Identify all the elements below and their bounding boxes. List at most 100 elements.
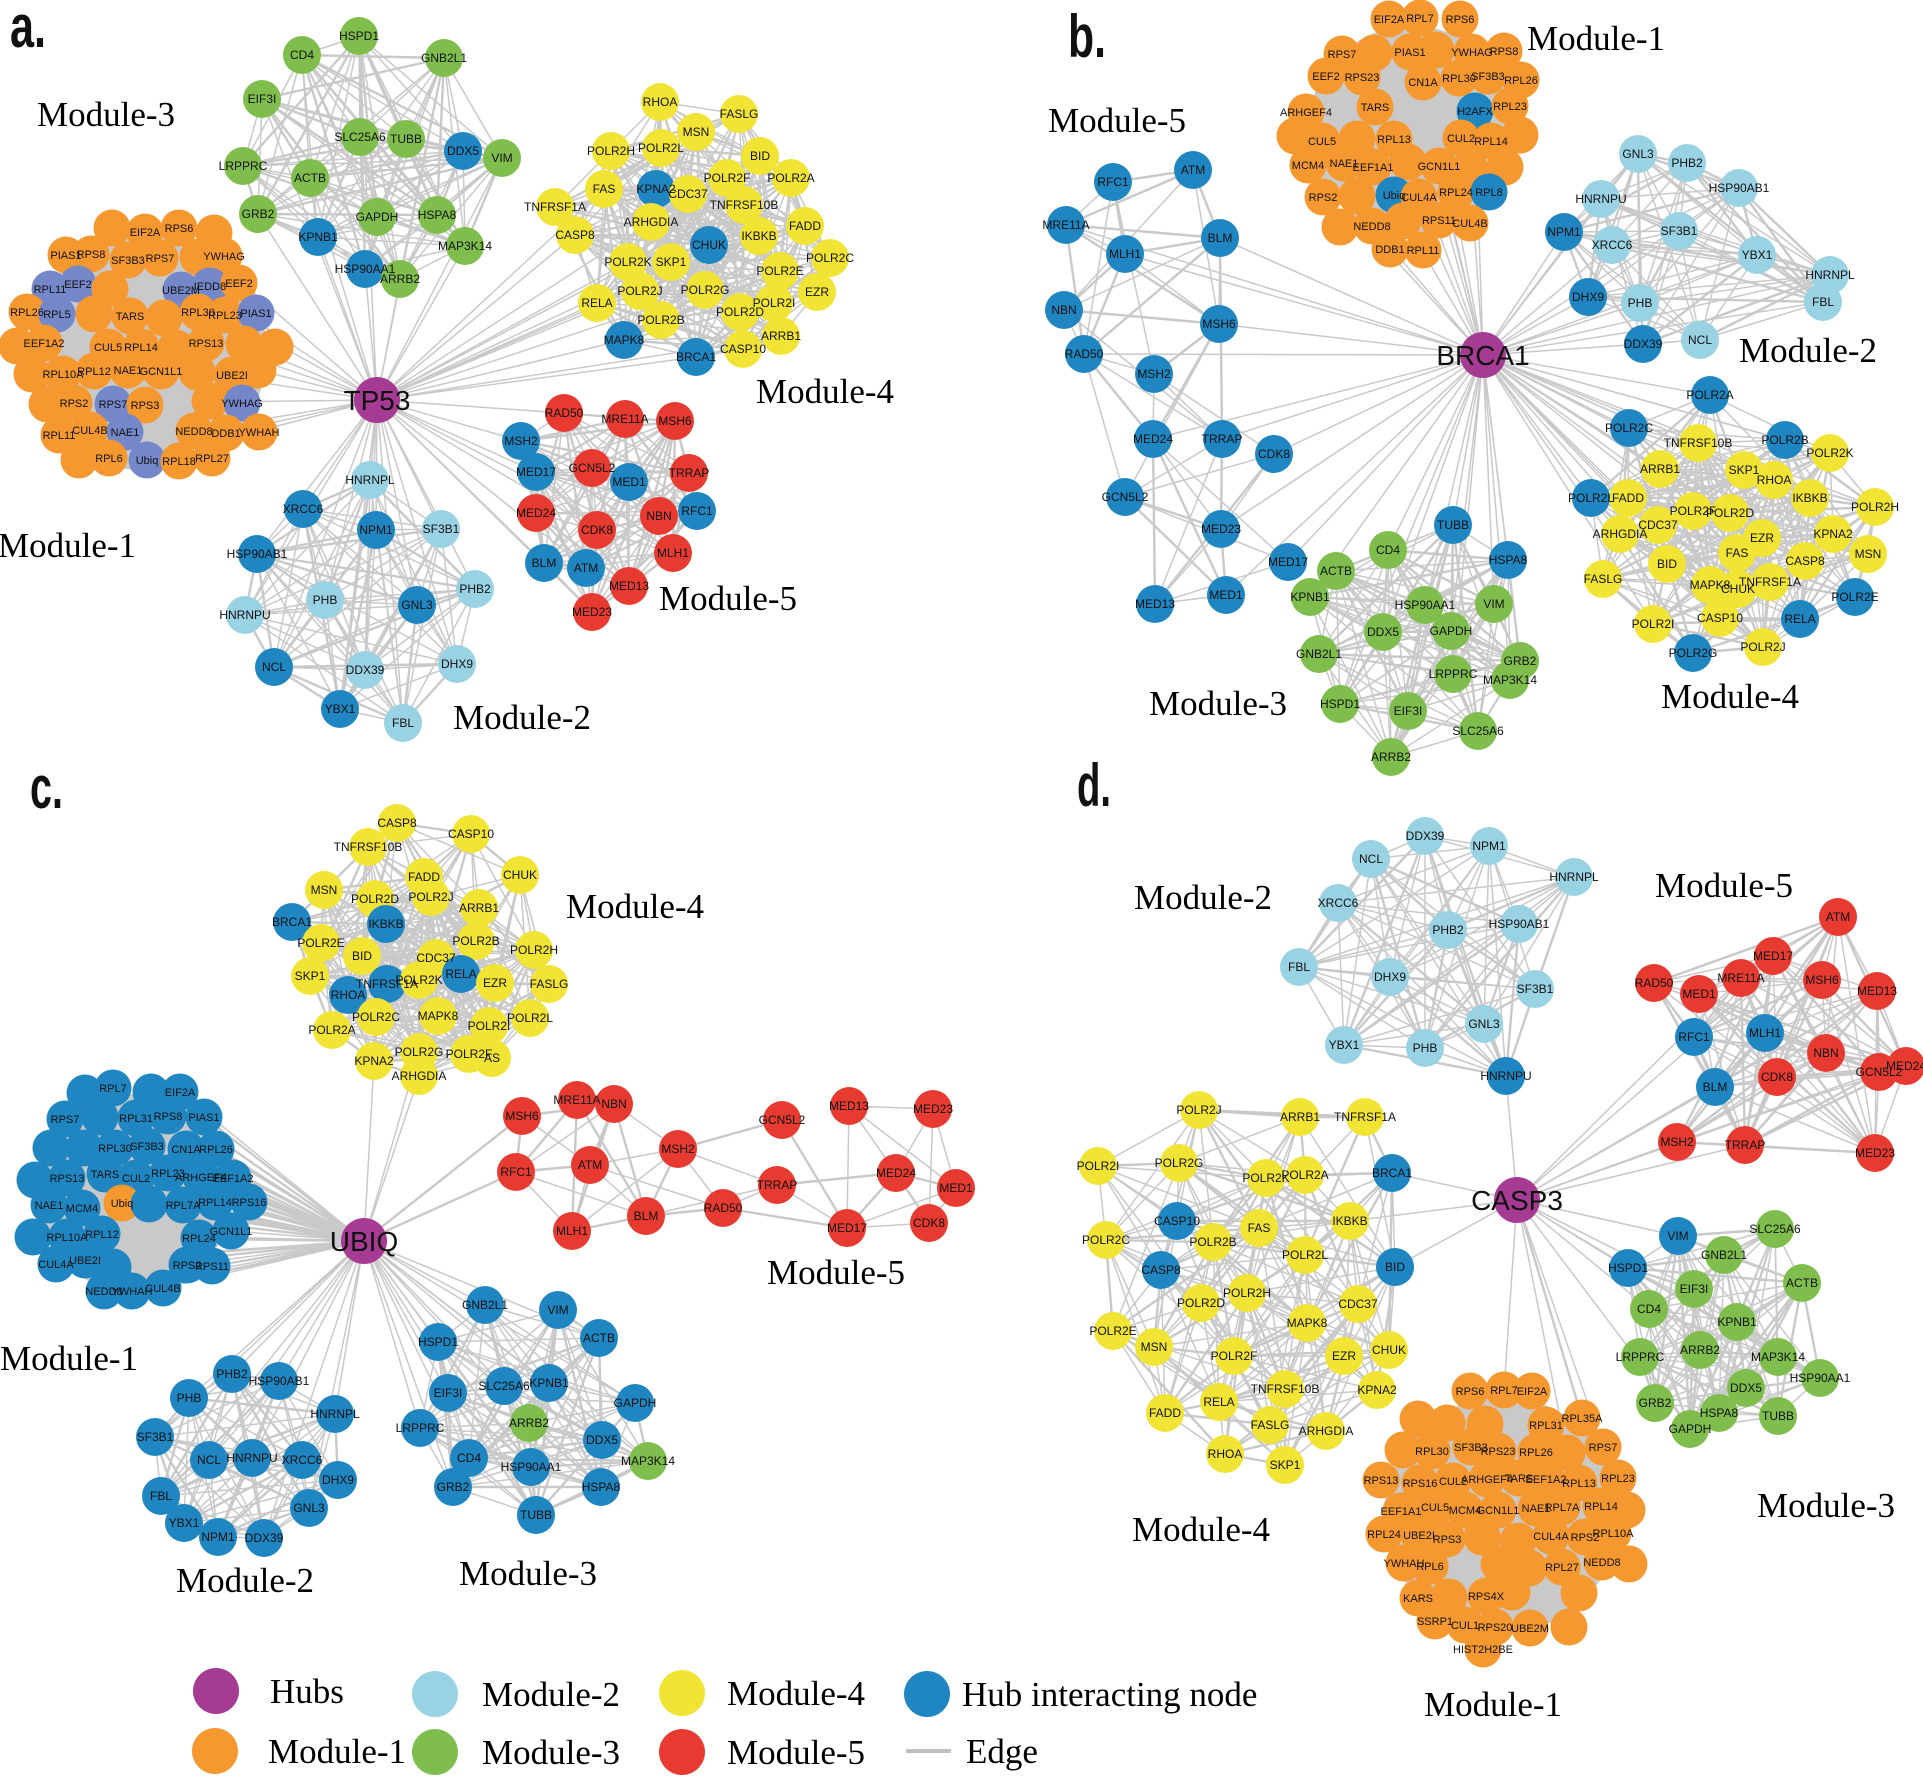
- svg-text:GNB2L1: GNB2L1: [421, 51, 467, 65]
- svg-text:GAPDH: GAPDH: [356, 210, 399, 224]
- svg-text:EIF3I: EIF3I: [1394, 704, 1423, 718]
- svg-text:PHB2: PHB2: [216, 1367, 248, 1381]
- svg-text:RPS13: RPS13: [50, 1173, 85, 1185]
- svg-text:MED13: MED13: [829, 1099, 869, 1113]
- svg-text:b.: b.: [1068, 3, 1106, 70]
- svg-text:MSH2: MSH2: [661, 1142, 695, 1156]
- svg-text:SLC25A6: SLC25A6: [478, 1379, 530, 1393]
- svg-text:LRPPRC: LRPPRC: [1429, 667, 1478, 681]
- svg-text:MED23: MED23: [1855, 1146, 1895, 1160]
- svg-text:MED17: MED17: [1268, 555, 1308, 569]
- svg-text:RPL7A: RPL7A: [1545, 1502, 1581, 1514]
- svg-text:RPL7A: RPL7A: [166, 1200, 202, 1212]
- svg-text:RPL27: RPL27: [1545, 1562, 1579, 1574]
- svg-text:POLR2L: POLR2L: [638, 141, 684, 155]
- svg-text:POLR2B: POLR2B: [452, 934, 499, 948]
- svg-text:CN1A: CN1A: [1408, 77, 1438, 89]
- svg-text:Module-4: Module-4: [566, 887, 704, 926]
- svg-text:HNRNPU: HNRNPU: [1575, 192, 1626, 206]
- svg-text:TNFRSF1A: TNFRSF1A: [1739, 575, 1801, 589]
- svg-text:NEDD8: NEDD8: [1353, 221, 1390, 233]
- svg-text:RPS16: RPS16: [1403, 1478, 1438, 1490]
- svg-text:DDX5: DDX5: [1730, 1381, 1762, 1395]
- svg-text:RPS7: RPS7: [146, 253, 175, 265]
- svg-text:DDB1: DDB1: [211, 428, 240, 440]
- svg-text:MED23: MED23: [1201, 522, 1241, 536]
- svg-text:HNRNPL: HNRNPL: [310, 1407, 360, 1421]
- svg-text:POLR2J: POLR2J: [1176, 1103, 1221, 1117]
- svg-text:POLR2L: POLR2L: [1568, 491, 1614, 505]
- svg-text:CASP10: CASP10: [1154, 1214, 1200, 1228]
- svg-text:ARHGDIA: ARHGDIA: [1593, 527, 1648, 541]
- svg-text:DHX9: DHX9: [441, 657, 473, 671]
- svg-text:POLR2G: POLR2G: [395, 1045, 444, 1059]
- svg-text:EEF2: EEF2: [1312, 71, 1340, 83]
- svg-text:FAS: FAS: [1248, 1221, 1271, 1235]
- svg-text:DDX39: DDX39: [245, 1531, 284, 1545]
- svg-text:KPNB1: KPNB1: [298, 230, 338, 244]
- svg-text:FASLG: FASLG: [720, 107, 759, 121]
- svg-text:EEF1A1: EEF1A1: [1381, 1506, 1422, 1518]
- svg-text:PHB: PHB: [177, 1391, 202, 1405]
- svg-text:TARS: TARS: [91, 1169, 120, 1181]
- svg-text:PIAS1: PIAS1: [50, 250, 81, 262]
- svg-text:EEF1A2: EEF1A2: [213, 1173, 254, 1185]
- svg-text:MSH2: MSH2: [1660, 1135, 1694, 1149]
- svg-text:NPM1: NPM1: [359, 523, 393, 537]
- svg-text:EEF1A1: EEF1A1: [1353, 162, 1394, 174]
- svg-text:NAE1: NAE1: [1330, 158, 1359, 170]
- svg-text:BRCA1: BRCA1: [676, 350, 716, 364]
- svg-text:GCN5L2: GCN5L2: [759, 1113, 806, 1127]
- svg-text:HSP90AB1: HSP90AB1: [227, 547, 288, 561]
- svg-text:TNFRSF10B: TNFRSF10B: [710, 198, 779, 212]
- svg-text:GNL3: GNL3: [1468, 1017, 1500, 1031]
- svg-text:POLR2L: POLR2L: [1282, 1248, 1328, 1262]
- svg-text:RFC1: RFC1: [681, 504, 713, 518]
- svg-text:RPL6: RPL6: [95, 453, 123, 465]
- svg-text:RPS7: RPS7: [99, 399, 128, 411]
- svg-text:YWHAH: YWHAH: [1384, 1558, 1425, 1570]
- svg-text:MLH1: MLH1: [657, 546, 689, 560]
- svg-text:POLR2K: POLR2K: [1806, 446, 1853, 460]
- svg-text:RPS7: RPS7: [51, 1114, 80, 1126]
- svg-text:RPL14: RPL14: [124, 342, 158, 354]
- svg-text:YWHAG: YWHAG: [1451, 47, 1493, 59]
- svg-text:DHX9: DHX9: [322, 1473, 354, 1487]
- svg-text:POLR2J: POLR2J: [408, 890, 453, 904]
- svg-text:UBE2M: UBE2M: [162, 285, 200, 297]
- svg-text:Module-4: Module-4: [756, 372, 894, 411]
- svg-text:CUL2: CUL2: [1439, 1476, 1467, 1488]
- svg-text:MRE11A: MRE11A: [1042, 218, 1089, 232]
- svg-text:RPL8: RPL8: [1475, 187, 1503, 199]
- svg-text:SF3B3: SF3B3: [1471, 71, 1505, 83]
- svg-text:ARRB2: ARRB2: [380, 272, 420, 286]
- svg-text:MED24: MED24: [516, 506, 556, 520]
- svg-text:HSP90AB1: HSP90AB1: [249, 1374, 310, 1388]
- svg-text:KPNA2: KPNA2: [354, 1054, 394, 1068]
- svg-text:RPL14: RPL14: [198, 1197, 232, 1209]
- svg-text:RPS13: RPS13: [1364, 1475, 1399, 1487]
- svg-text:RPL26: RPL26: [199, 1144, 233, 1156]
- svg-text:RPL26: RPL26: [1519, 1447, 1553, 1459]
- svg-text:XRCC6: XRCC6: [282, 1453, 323, 1467]
- svg-text:RPL24: RPL24: [182, 1233, 216, 1245]
- svg-text:RELA: RELA: [1784, 612, 1815, 626]
- svg-text:RPL24: RPL24: [1439, 187, 1473, 199]
- svg-text:RPL10A: RPL10A: [1593, 1528, 1635, 1540]
- svg-text:POLR2I: POLR2I: [468, 1019, 511, 1033]
- svg-text:POLR2A: POLR2A: [1686, 388, 1733, 402]
- svg-text:RPL7: RPL7: [1406, 13, 1434, 25]
- svg-text:PHB2: PHB2: [459, 582, 491, 596]
- svg-text:CASP8: CASP8: [1785, 554, 1825, 568]
- svg-text:TUBB: TUBB: [1437, 518, 1469, 532]
- svg-text:IKBKB: IKBKB: [368, 917, 403, 931]
- svg-text:Module-1: Module-1: [1527, 19, 1665, 58]
- svg-text:HSP90AA1: HSP90AA1: [501, 1460, 562, 1474]
- svg-text:NAE1: NAE1: [1522, 1503, 1551, 1515]
- svg-text:ARRB1: ARRB1: [1280, 1110, 1320, 1124]
- svg-text:MED24: MED24: [1133, 432, 1173, 446]
- svg-text:FADD: FADD: [1612, 491, 1644, 505]
- svg-text:RPS2: RPS2: [173, 1260, 202, 1272]
- svg-text:VIM: VIM: [1483, 597, 1504, 611]
- svg-text:POLR2E: POLR2E: [1831, 590, 1878, 604]
